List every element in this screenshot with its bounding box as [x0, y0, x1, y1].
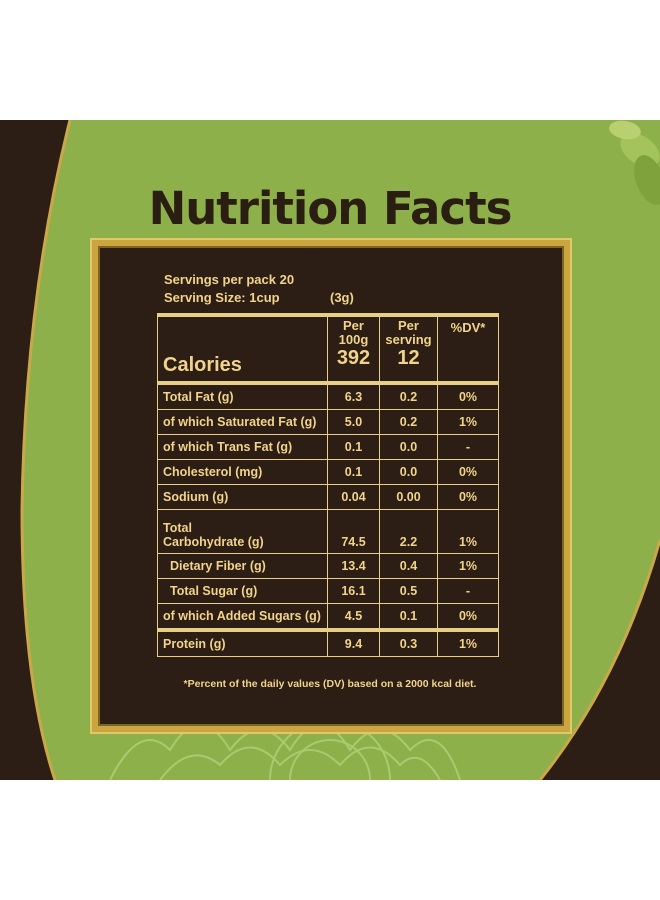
calories-per-serving: 12: [397, 347, 420, 369]
table-row: Total Fat (g) 6.3 0.2 0%: [157, 381, 499, 410]
cardamom-pod-icon: [609, 120, 660, 205]
dv-header: %DV*: [437, 313, 499, 384]
calories-per-100g: 392: [336, 347, 371, 369]
table-row: Protein (g) 9.4 0.3 1%: [157, 628, 499, 657]
table-row: of which Saturated Fat (g) 5.0 0.2 1%: [157, 409, 499, 435]
table-row: Dietary Fiber (g) 13.4 0.4 1%: [157, 553, 499, 579]
table-header-row: Calories Per 100g 392 Per serving 12 %DV…: [157, 313, 499, 384]
footnote: *Percent of the daily values (DV) based …: [183, 678, 477, 690]
table-row: Sodium (g) 0.04 0.00 0%: [157, 484, 499, 510]
calories-label: Calories: [163, 354, 242, 376]
table-row: Total Sugar (g) 16.1 0.5-: [157, 578, 499, 604]
table-row: Total Carbohydrate (g) 74.5 2.2 1%: [157, 509, 499, 554]
nutrition-table: Calories Per 100g 392 Per serving 12 %DV…: [157, 313, 499, 657]
table-row: of which Added Sugars (g) 4.5 0.1 0%: [157, 603, 499, 631]
table-row: of which Trans Fat (g) 0.1 0.0-: [157, 434, 499, 460]
table-row: Cholesterol (mg) 0.1 0.0 0%: [157, 459, 499, 485]
page-title: Nutrition Facts: [148, 182, 513, 235]
